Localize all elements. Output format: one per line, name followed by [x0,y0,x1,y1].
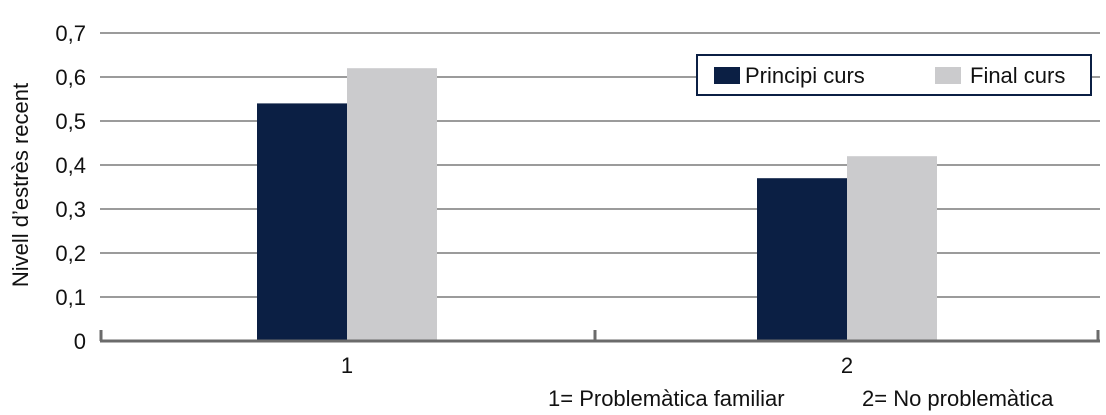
y-tick-label: 0,4 [55,153,86,178]
footnote-category-2: 2= No problemàtica [862,386,1054,411]
y-axis-title: Nivell d’estrès recent [8,83,33,287]
y-tick-label: 0,6 [55,65,86,90]
y-tick-label: 0,7 [55,21,86,46]
y-tick-label: 0,1 [55,285,86,310]
bars [257,68,937,342]
bar-principi-curs-cat-2 [757,178,847,341]
x-tick-label: 1 [341,353,353,378]
axes [99,330,1100,343]
y-tick-label: 0 [74,329,86,354]
bar-final-curs-cat-2 [847,156,937,341]
bar-principi-curs-cat-1 [257,103,347,342]
y-tick-label: 0,3 [55,197,86,222]
y-tick-label: 0,5 [55,109,86,134]
legend: Principi curs Final curs [696,54,1092,96]
legend-swatch-final-curs [935,67,961,84]
legend-label-principi-curs: Principi curs [745,63,865,88]
bar-final-curs-cat-1 [347,68,437,341]
y-tick-label: 0,2 [55,241,86,266]
legend-swatch-principi-curs [714,67,740,84]
footnote-category-1: 1= Problemàtica familiar [548,386,785,411]
legend-box [696,54,1092,96]
x-tick-label: 2 [841,353,853,378]
y-tick-labels: 0 0,1 0,2 0,3 0,4 0,5 0,6 0,7 [55,21,86,354]
legend-label-final-curs: Final curs [970,63,1065,88]
